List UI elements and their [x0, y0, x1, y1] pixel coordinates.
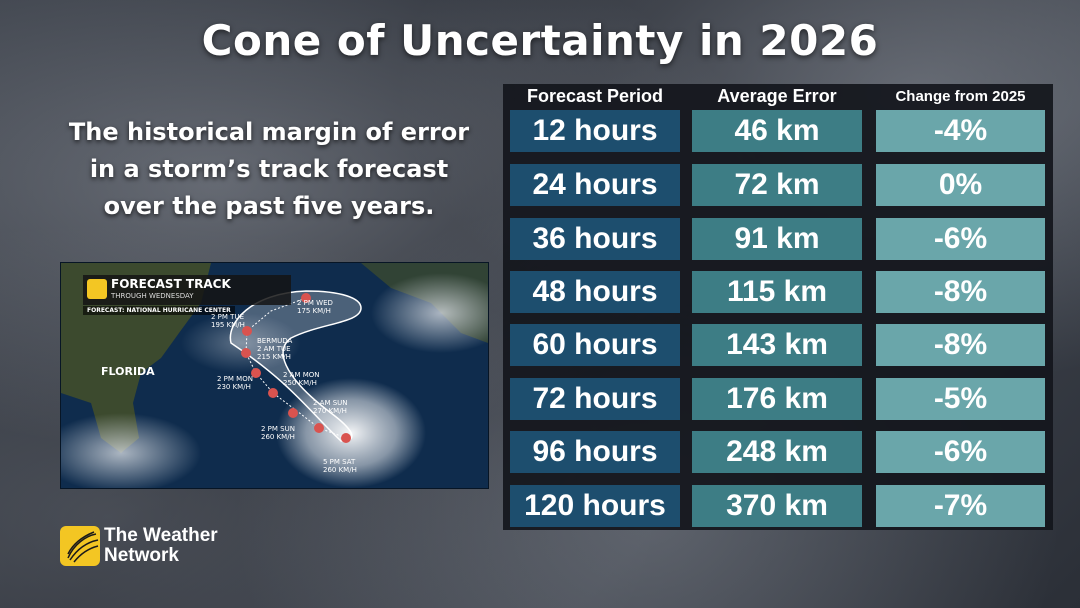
map-point-label: 2 AM SUN 270 KM/H — [313, 399, 348, 415]
change-cell: -6% — [876, 218, 1045, 260]
change-cell: 0% — [876, 164, 1045, 206]
period-cell: 96 hours — [510, 431, 680, 473]
period-cell: 48 hours — [510, 271, 680, 313]
map-point-label: 5 PM SAT 260 KM/H — [323, 458, 357, 474]
map-subtitle: THROUGH WEDNESDAY — [111, 292, 194, 300]
table-header-forecast-period: Forecast Period — [526, 86, 664, 106]
map-point-label: 2 PM WED 175 KM/H — [297, 299, 333, 315]
period-cell: 60 hours — [510, 324, 680, 366]
period-cell: 72 hours — [510, 378, 680, 420]
change-cell: -8% — [876, 271, 1045, 313]
table-header-average-error: Average Error — [717, 86, 837, 106]
change-cell: -6% — [876, 431, 1045, 473]
table-header-change-from-2025: Change from 2025 — [895, 88, 1026, 105]
forecast-cone — [229, 290, 362, 442]
map-point-label: 2 PM SUN 260 KM/H — [261, 425, 295, 441]
weather-network-logo-icon — [87, 279, 107, 299]
page-title: Cone of Uncertainty in 2026 — [201, 16, 879, 65]
error-cell: 115 km — [692, 271, 862, 313]
error-cell: 46 km — [692, 110, 862, 152]
map-point-label: 2 PM TUE 195 KM/H — [211, 313, 245, 329]
error-cell: 143 km — [692, 324, 862, 366]
change-cell: -7% — [876, 485, 1045, 527]
map-source: FORECAST: NATIONAL HURRICANE CENTER — [83, 306, 235, 315]
map-header: FORECAST TRACK THROUGH WEDNESDAY — [83, 275, 291, 305]
map-region-label: FLORIDA — [101, 365, 155, 378]
change-cell: -8% — [876, 324, 1045, 366]
period-cell: 120 hours — [510, 485, 680, 527]
brand-name: The Weather Network — [104, 525, 218, 566]
error-cell: 91 km — [692, 218, 862, 260]
error-cell: 370 km — [692, 485, 862, 527]
weather-network-sun-icon — [60, 526, 100, 566]
change-cell: -5% — [876, 378, 1045, 420]
forecast-error-table: Forecast Period Average Error Change fro… — [503, 84, 1053, 530]
subtitle-text: The historical margin of error in a stor… — [68, 118, 470, 220]
map-title: FORECAST TRACK — [111, 277, 231, 291]
error-cell: 248 km — [692, 431, 862, 473]
map-point-label: 2 PM MON 230 KM/H — [217, 375, 253, 391]
error-cell: 176 km — [692, 378, 862, 420]
period-cell: 36 hours — [510, 218, 680, 260]
track-points — [241, 293, 351, 443]
period-cell: 24 hours — [510, 164, 680, 206]
period-cell: 12 hours — [510, 110, 680, 152]
forecast-track-map: FORECAST TRACK THROUGH WEDNESDAY FORECAS… — [60, 262, 489, 489]
change-cell: -4% — [876, 110, 1045, 152]
map-point-label: 2 AM MON 250 KM/H — [283, 371, 320, 387]
map-point-label: BERMUDA 2 AM TUE 215 KM/H — [257, 337, 293, 361]
error-cell: 72 km — [692, 164, 862, 206]
